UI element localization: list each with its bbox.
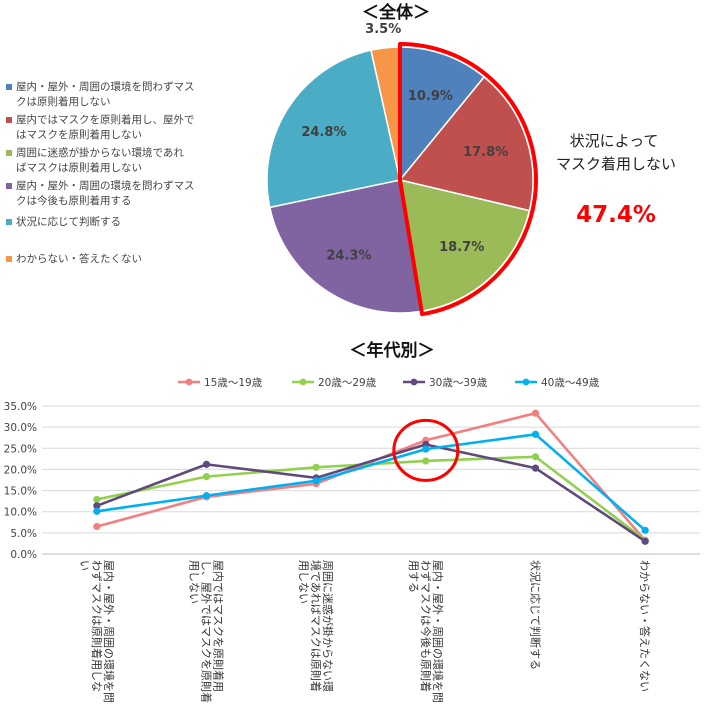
pie-legend-swatch-0 xyxy=(6,84,12,90)
y-tick-label-3: 15.0% xyxy=(4,486,37,498)
x-category-line-0-0: 屋内・屋外・周囲の環境を問 xyxy=(102,560,116,703)
pie-slice-label-1: 17.8% xyxy=(463,145,508,160)
x-category-line-1-0: 屋内ではマスクを原則着用 xyxy=(212,560,226,692)
pie-slice-label-3: 24.3% xyxy=(326,249,371,264)
x-category-line-3-2: 用する xyxy=(407,560,420,593)
point-s3-c4 xyxy=(531,430,540,438)
pie-legend-label-0: 屋内・屋外・周囲の環境を問わずマス クは原則着用しない xyxy=(16,81,195,108)
point-s3-c3 xyxy=(422,445,430,453)
x-category-label-5: わからない・答えたくない xyxy=(638,560,652,692)
pie-slice-label-0: 10.9% xyxy=(408,89,453,104)
pie-slice-1 xyxy=(398,75,534,212)
pie-legend-item-2: 周囲に迷惑が掛からない環境であれ ばマスクは原則着用しない xyxy=(6,146,221,176)
point-s3-c0 xyxy=(93,507,101,515)
point-s0-c0 xyxy=(93,522,101,531)
pie-legend-swatch-3 xyxy=(6,183,12,189)
pie-legend-swatch-1 xyxy=(6,117,12,123)
point-s2-c4 xyxy=(531,464,540,472)
legend-label-1: 20歳〜29歳 xyxy=(318,377,377,389)
x-category-label-4: 状況に応じて判断する xyxy=(529,560,543,670)
x-category-line-2-0: 周囲に迷惑が掛からない環 xyxy=(321,560,335,692)
point-s1-c1 xyxy=(202,473,211,481)
pie-slice-label-2: 18.7% xyxy=(439,240,484,255)
pie-slice-label-4: 24.8% xyxy=(301,125,346,140)
x-category-line-4-0: 状況に応じて判断する xyxy=(529,560,543,670)
pie-legend-label-1: 屋内ではマスクを原則着用し、屋外で はマスクを原則着用しない xyxy=(16,114,195,141)
line-title: ＜年代別＞ xyxy=(350,340,435,361)
x-category-line-3-0: 屋内・屋外・周囲の環境を問 xyxy=(431,560,445,703)
x-category-line-2-1: 境であればマスクは原則着 xyxy=(309,560,323,692)
pie-legend-item-0: 屋内・屋外・周囲の環境を問わずマス クは原則着用しない xyxy=(6,80,221,110)
highlight-circle xyxy=(392,418,460,482)
x-category-line-1-1: し、屋外ではマスクを原則着 xyxy=(200,560,214,703)
pie-legend-swatch-4 xyxy=(6,219,12,225)
y-tick-label-1: 5.0% xyxy=(10,528,37,540)
pie-legend-label-5: わからない・答えたくない xyxy=(16,253,142,265)
legend-marker-0 xyxy=(185,378,193,386)
pie-slice-4 xyxy=(266,49,401,209)
x-category-line-1-2: 用しない xyxy=(188,560,201,604)
line-chart: 0.0% 5.0% 10.0% 15.0% 20.0% 25.0% 30.0% 35.0% 屋内… xyxy=(4,401,700,703)
pie-title: ＜全体＞ xyxy=(362,2,430,23)
pie-legend-item-3: 屋内・屋外・周囲の環境を問わずマス クは今後も原則着用する xyxy=(6,179,221,209)
line-legend: 15歳〜19歳 20歳〜29歳 30歳〜39歳 40歳〜49歳 xyxy=(178,377,600,389)
pie-legend-label-4: 状況に応じて判断する xyxy=(16,216,121,228)
x-category-line-3-1: わずマスクは今後も原則着 xyxy=(419,560,433,692)
y-tick-label-0: 0.0% xyxy=(10,549,37,561)
series-line-2 xyxy=(96,443,646,543)
point-s1-c0 xyxy=(93,495,101,504)
legend-label-2: 30歳〜39歳 xyxy=(429,377,488,389)
pie-legend-label-3: 屋内・屋外・周囲の環境を問わずマス クは今後も原則着用する xyxy=(16,180,195,207)
pie-legend-item-5: わからない・答えたくない xyxy=(6,252,221,267)
y-tick-label-5: 25.0% xyxy=(4,443,37,455)
callout-label-line2: マスク着用しない xyxy=(556,155,676,173)
pie-slice-label-5: 3.5% xyxy=(365,22,401,37)
pie-slice-2 xyxy=(399,179,531,313)
point-s2-c1 xyxy=(202,460,211,468)
x-category-line-0-1: わずマスクは原則着用しな xyxy=(90,560,104,692)
pie-legend-label-2: 周囲に迷惑が掛からない環境であれ ばマスクは原則着用しない xyxy=(16,147,184,174)
point-s2-c0 xyxy=(93,502,101,510)
legend-marker-2 xyxy=(410,378,418,386)
x-category-line-5-0: わからない・答えたくない xyxy=(638,560,652,692)
point-s1-c2 xyxy=(312,463,320,471)
legend-marker-3 xyxy=(522,378,530,386)
pie-slice-3 xyxy=(268,179,423,314)
pie-legend-swatch-5 xyxy=(6,256,12,262)
legend-marker-1 xyxy=(299,378,307,386)
x-category-line-2-2: 用しない xyxy=(297,560,310,604)
pie-legend-item-4: 状況に応じて判断する xyxy=(6,215,221,230)
point-s3-c1 xyxy=(202,492,211,500)
y-tick-label-6: 30.0% xyxy=(4,422,37,434)
pie-slice-0 xyxy=(399,46,486,183)
point-s1-c3 xyxy=(422,457,430,465)
pie-legend-swatch-2 xyxy=(6,150,12,156)
callout-label-line1: 状況によって xyxy=(570,132,659,150)
y-tick-label-4: 20.0% xyxy=(4,464,37,476)
legend-label-0: 15歳〜19歳 xyxy=(204,377,263,389)
pie-legend-item-1: 屋内ではマスクを原則着用し、屋外で はマスクを原則着用しない xyxy=(6,113,221,143)
pie-chart: 10.9% 17.8% 18.7% 24.3% 24.8% 3.5% xyxy=(266,22,538,317)
y-tick-label-2: 10.0% xyxy=(4,507,37,519)
point-s3-c2 xyxy=(312,477,320,485)
callout-value: 47.4% xyxy=(576,202,656,228)
series-line-3 xyxy=(96,433,647,532)
point-s0-c4 xyxy=(531,409,540,417)
highlight-outline xyxy=(398,42,538,317)
point-s3-c5 xyxy=(641,526,649,534)
point-s2-c5 xyxy=(641,537,649,545)
x-category-line-0-2: い xyxy=(78,560,91,571)
legend-label-3: 40歳〜49歳 xyxy=(541,377,600,389)
y-tick-label-7: 35.0% xyxy=(4,401,37,413)
point-s1-c4 xyxy=(531,453,540,461)
